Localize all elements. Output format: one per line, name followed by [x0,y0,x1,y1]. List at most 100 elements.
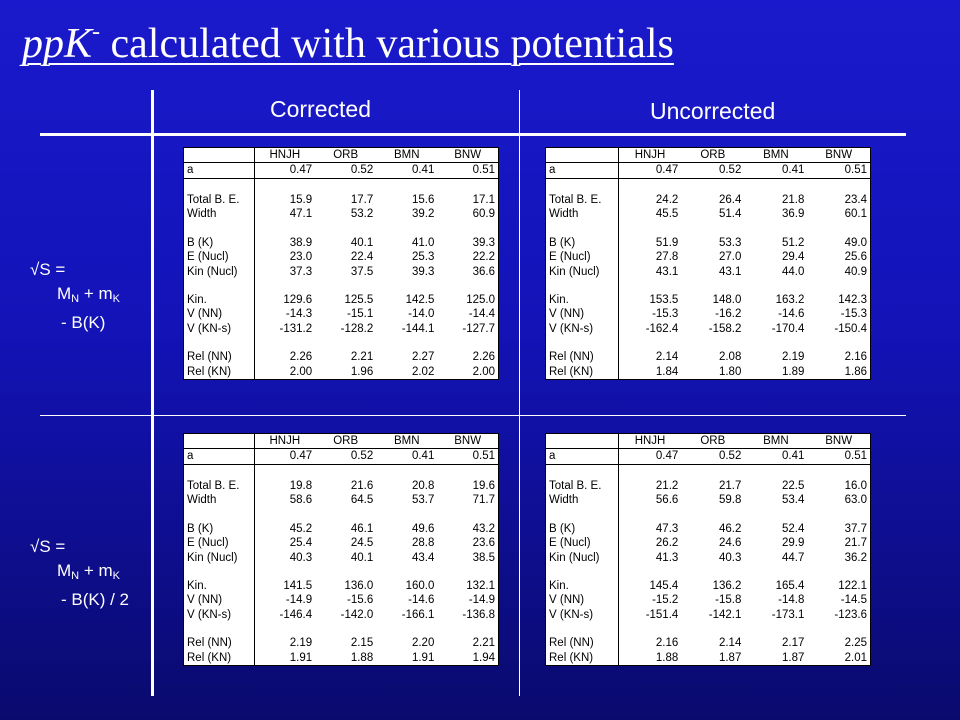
header-cell: HNJH [254,433,316,450]
value-cell [254,336,315,350]
value-cell [376,336,437,350]
value-cell: 2.15 [350,637,374,650]
header-cell: ORB [315,147,377,164]
row-label: Kin. [545,578,619,594]
value-cell: -15.3 [652,308,679,321]
value-cell: 2.21 [472,637,495,650]
value-cell: 46.2 [718,522,742,535]
table-row: V (KN-s) -151.4 -142.1 -173.1 -123.6 [545,607,871,622]
value-cell: 2.00 [472,365,495,378]
row-label: Total B. E. [545,192,619,208]
row-label: V (NN) [545,593,619,608]
row-label: V (KN-s) [545,321,619,336]
value-cell: 27.8 [655,251,679,264]
value-cell: 64.5 [350,494,374,507]
value-cell: -14.3 [285,308,313,321]
table-row: B (K) 38.9 40.1 41.0 39.3 [183,235,499,251]
value-cell [254,464,315,479]
row-label: Kin (Nucl) [545,550,619,565]
table-row [545,507,871,522]
table-row: V (NN) -14.9 -15.6 -14.6 -14.9 [183,593,499,608]
value-cell: 46.1 [350,522,374,535]
value-cell: 1.96 [350,365,374,378]
value-cell: 63.0 [844,494,867,507]
row-label: Rel (KN) [183,650,255,666]
value-cell: 40.9 [844,265,867,278]
row-label: a [545,448,619,465]
row-label [183,621,255,637]
table-row: Rel (NN) 2.16 2.14 2.17 2.25 [545,636,871,651]
value-cell [315,464,376,479]
equation-bottom: √S = MN + mK - B(K) / 2 [30,535,129,612]
row-label [183,335,255,351]
value-cell: 2.21 [350,351,374,364]
value-cell: 15.9 [289,194,313,207]
value-cell: 53.2 [350,208,374,221]
value-cell: 49.6 [411,522,435,535]
value-cell: 38.5 [472,551,495,564]
value-cell: 53.3 [718,236,742,249]
value-cell: 24.6 [718,537,742,550]
value-cell: 43.4 [411,551,435,564]
row-label: Kin. [545,292,619,308]
value-cell [437,221,498,235]
table-row: Kin. 129.6 125.5 142.5 125.0 [183,292,499,308]
value-cell: 25.3 [411,251,435,264]
value-cell [437,507,498,521]
table-row: V (KN-s) -162.4 -158.2 -170.4 -150.4 [545,321,871,336]
row-label: V (KN-s) [545,607,619,622]
value-cell: 20.8 [411,480,435,493]
value-cell [681,464,744,479]
table-row [545,564,871,579]
title-superscript: - [92,19,101,45]
table-header-row: HNJH ORB BMN BNW [183,433,499,450]
equation-top-line3: - B(K) [61,313,106,332]
header-cell: BMN [376,147,438,164]
value-cell: 0.47 [254,162,316,179]
value-cell [807,507,870,521]
value-cell: 21.7 [844,537,867,550]
value-cell [437,178,498,193]
value-cell: 2.16 [655,637,679,650]
value-cell: 145.4 [649,580,679,593]
row-label: Rel (KN) [545,364,619,380]
value-cell: 23.0 [289,251,313,264]
vertical-divider-middle [519,90,520,696]
table-header-row: HNJH ORB BMN BNW [545,147,871,164]
table-row [183,621,499,637]
row-label: Kin. [183,578,255,594]
value-cell: -158.2 [708,322,742,335]
value-cell: 39.3 [472,236,495,249]
value-cell [254,507,315,521]
table-row: Rel (KN) 1.91 1.88 1.91 1.94 [183,650,499,666]
value-cell: -128.2 [340,322,374,335]
value-cell: -144.1 [401,322,435,335]
value-cell: -151.4 [645,608,679,621]
header-cell: BMN [744,433,808,450]
table-row: V (KN-s) -146.4 -142.0 -166.1 -136.8 [183,607,499,622]
column-heading-uncorrected: Uncorrected [650,98,776,124]
value-cell: 21.2 [655,480,679,493]
header-cell: BMN [744,147,808,164]
value-cell: 0.41 [744,162,808,179]
value-cell [315,622,376,636]
value-cell: 19.8 [289,480,313,493]
header-cell: HNJH [618,147,682,164]
row-label: V (NN) [545,307,619,322]
row-label [545,621,619,637]
value-cell: 27.0 [718,251,742,264]
value-cell [744,336,807,350]
value-cell: 22.5 [782,480,805,493]
header-cell: ORB [315,433,377,450]
value-cell: 2.25 [844,637,867,650]
value-cell: -15.6 [347,594,374,607]
header-cell: BNW [807,433,871,450]
row-label [545,507,619,522]
table-row: Kin (Nucl) 37.3 37.5 39.3 36.6 [183,264,499,279]
row-label: Total B. E. [545,478,619,494]
value-cell [807,221,870,235]
header-cell: BNW [437,147,499,164]
value-cell [618,279,681,293]
value-cell: 71.7 [472,494,495,507]
row-label: Total B. E. [183,192,255,208]
